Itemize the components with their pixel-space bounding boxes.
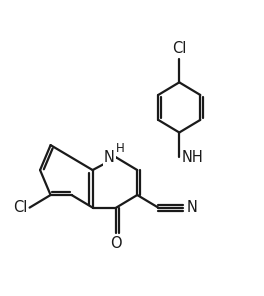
Text: Cl: Cl <box>13 200 27 215</box>
Text: N: N <box>186 200 197 215</box>
Text: NH: NH <box>181 150 203 165</box>
Text: H: H <box>116 142 125 155</box>
Text: O: O <box>110 236 122 251</box>
Text: Cl: Cl <box>172 41 186 56</box>
Text: N: N <box>104 150 115 165</box>
